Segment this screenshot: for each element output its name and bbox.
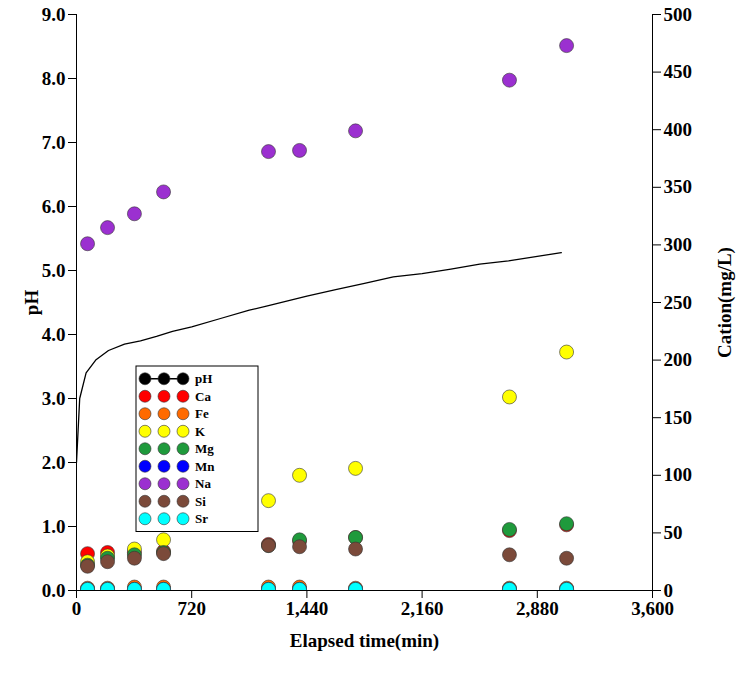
svg-text:0: 0 (664, 580, 674, 601)
svg-text:8.0: 8.0 (42, 68, 66, 89)
svg-text:400: 400 (664, 119, 693, 140)
svg-text:9.0: 9.0 (42, 4, 66, 25)
svg-text:300: 300 (664, 234, 693, 255)
svg-text:Si: Si (195, 494, 206, 509)
svg-text:pH: pH (195, 371, 212, 386)
svg-text:50: 50 (664, 522, 683, 543)
svg-text:3,600: 3,600 (631, 598, 674, 619)
svg-text:Fe: Fe (195, 406, 209, 421)
svg-text:Na: Na (195, 476, 211, 491)
svg-text:Mg: Mg (195, 441, 214, 456)
svg-text:150: 150 (664, 407, 693, 428)
svg-text:450: 450 (664, 61, 693, 82)
svg-text:3.0: 3.0 (42, 388, 66, 409)
svg-text:350: 350 (664, 176, 693, 197)
svg-text:1,440: 1,440 (286, 598, 329, 619)
svg-text:Cation(mg/L): Cation(mg/L) (714, 247, 736, 358)
svg-text:0: 0 (72, 598, 82, 619)
svg-text:pH: pH (21, 290, 42, 316)
svg-text:Ca: Ca (195, 389, 211, 404)
svg-text:1.0: 1.0 (42, 516, 66, 537)
svg-text:720: 720 (177, 598, 206, 619)
svg-text:5.0: 5.0 (42, 260, 66, 281)
svg-text:2,880: 2,880 (516, 598, 559, 619)
svg-text:6.0: 6.0 (42, 196, 66, 217)
svg-text:Sr: Sr (195, 511, 208, 526)
svg-text:Mn: Mn (195, 459, 215, 474)
svg-text:100: 100 (664, 464, 693, 485)
svg-text:4.0: 4.0 (42, 324, 66, 345)
svg-text:200: 200 (664, 349, 693, 370)
svg-text:0.0: 0.0 (42, 580, 66, 601)
svg-text:500: 500 (664, 4, 693, 25)
svg-text:K: K (195, 424, 206, 439)
svg-text:7.0: 7.0 (42, 132, 66, 153)
svg-text:Elapsed time(min): Elapsed time(min) (290, 630, 439, 652)
svg-text:2,160: 2,160 (401, 598, 444, 619)
svg-text:250: 250 (664, 292, 693, 313)
svg-text:2.0: 2.0 (42, 452, 66, 473)
